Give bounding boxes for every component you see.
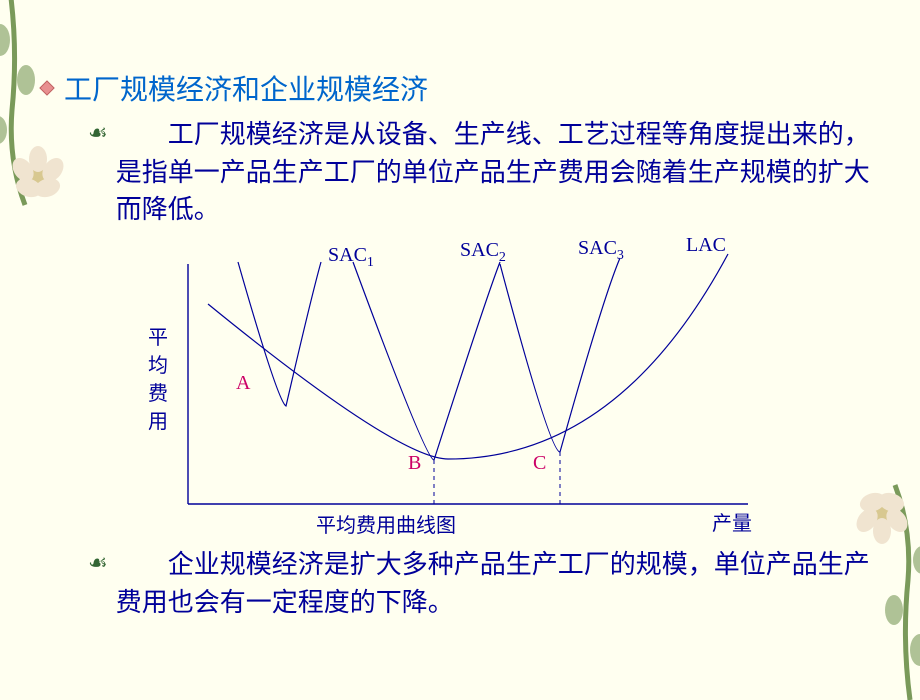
sac3-curve — [500, 258, 620, 452]
paragraph-2-text: 企业规模经济是扩大多种产品生产工厂的规模，单位产品生产费用也会有一定程度的下降。 — [116, 546, 870, 621]
sac2-curve — [353, 262, 500, 460]
leaf-bullet-icon: ☙ — [88, 550, 108, 576]
x-axis-label: 产量 — [712, 507, 752, 536]
sac2-label: SAC2 — [460, 239, 506, 266]
sac3-label: SAC3 — [578, 237, 624, 264]
paragraph-2: ☙ 企业规模经济是扩大多种产品生产工厂的规模，单位产品生产费用也会有一定程度的下… — [88, 546, 870, 621]
lac-label: LAC — [686, 234, 726, 257]
chart-caption: 平均费用曲线图 — [316, 509, 456, 538]
point-c: C — [533, 452, 546, 475]
paragraph-1-text: 工厂规模经济是从设备、生产线、工艺过程等角度提出来的，是指单一产品生产工厂的单位… — [116, 116, 870, 229]
paragraph-1: ☙ 工厂规模经济是从设备、生产线、工艺过程等角度提出来的，是指单一产品生产工厂的… — [88, 116, 870, 229]
slide-content: 工厂规模经济和企业规模经济 ☙ 工厂规模经济是从设备、生产线、工艺过程等角度提出… — [38, 68, 870, 621]
point-a: A — [236, 372, 250, 395]
cost-curve-chart: 平均费用 SAC1 SAC2 SAC3 LAC A B C 平均费用曲线图 产量 — [138, 234, 838, 534]
sac1-label: SAC1 — [328, 244, 374, 271]
point-b: B — [408, 452, 421, 475]
diamond-bullet-icon — [38, 79, 56, 97]
title-row: 工厂规模经济和企业规模经济 — [38, 68, 870, 108]
y-axis-label: 平均费用 — [148, 324, 170, 436]
leaf-bullet-icon: ☙ — [88, 120, 108, 146]
chart-svg — [138, 234, 778, 534]
slide-title: 工厂规模经济和企业规模经济 — [64, 68, 428, 108]
